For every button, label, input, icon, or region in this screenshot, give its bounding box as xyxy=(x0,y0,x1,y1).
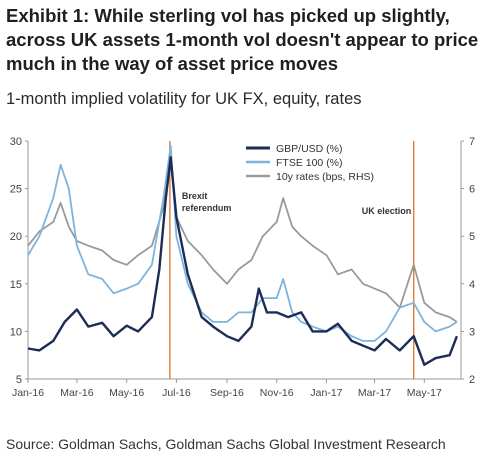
series-line xyxy=(27,156,459,366)
legend-label: FTSE 100 (%) xyxy=(276,157,343,169)
x-tick-label: Mar-16 xyxy=(60,387,93,399)
y-right-tick-label: 4 xyxy=(469,279,475,291)
event-annotation-label: referendum xyxy=(182,203,232,213)
y-left-tick-label: 30 xyxy=(10,136,22,148)
x-tick-label: Mar-17 xyxy=(358,387,391,399)
y-left-tick-label: 10 xyxy=(10,326,22,338)
chart-title: Exhibit 1: While sterling vol has picked… xyxy=(6,5,479,74)
x-tick-label: May-16 xyxy=(109,387,144,399)
chart-subtitle: 1-month implied volatility for UK FX, eq… xyxy=(6,90,362,108)
x-tick-label: Sep-16 xyxy=(210,387,244,399)
event-annotation-label: UK election xyxy=(362,206,412,216)
x-tick-label: May-17 xyxy=(407,387,442,399)
y-right-tick-label: 3 xyxy=(469,326,475,338)
legend-label: GBP/USD (%) xyxy=(276,143,343,155)
y-left-tick-label: 25 xyxy=(10,184,22,196)
x-tick-label: Jan-16 xyxy=(12,387,44,399)
series-line xyxy=(27,144,458,342)
y-right-tick-label: 2 xyxy=(469,374,475,386)
event-annotation-label: Brexit xyxy=(182,191,208,201)
y-right-tick-label: 6 xyxy=(469,184,475,196)
series-line xyxy=(27,159,458,323)
source-note: Source: Goldman Sachs, Goldman Sachs Glo… xyxy=(6,436,446,452)
y-right-tick-label: 5 xyxy=(469,231,475,243)
x-tick-label: Jul-16 xyxy=(162,387,191,399)
x-tick-label: Jan-17 xyxy=(310,387,342,399)
y-left-tick-label: 5 xyxy=(16,374,22,386)
y-right-tick-label: 7 xyxy=(469,136,475,148)
volatility-line-chart: 5 10 15 20 25 30 2 3 4 5 6 7 Jan-16 Mar-16 May-16 Jul-1… xyxy=(10,136,475,399)
legend-label: 10y rates (bps, RHS) xyxy=(276,171,374,183)
y-left-tick-label: 20 xyxy=(10,231,22,243)
x-tick-label: Nov-16 xyxy=(260,387,294,399)
y-left-tick-label: 15 xyxy=(10,279,22,291)
